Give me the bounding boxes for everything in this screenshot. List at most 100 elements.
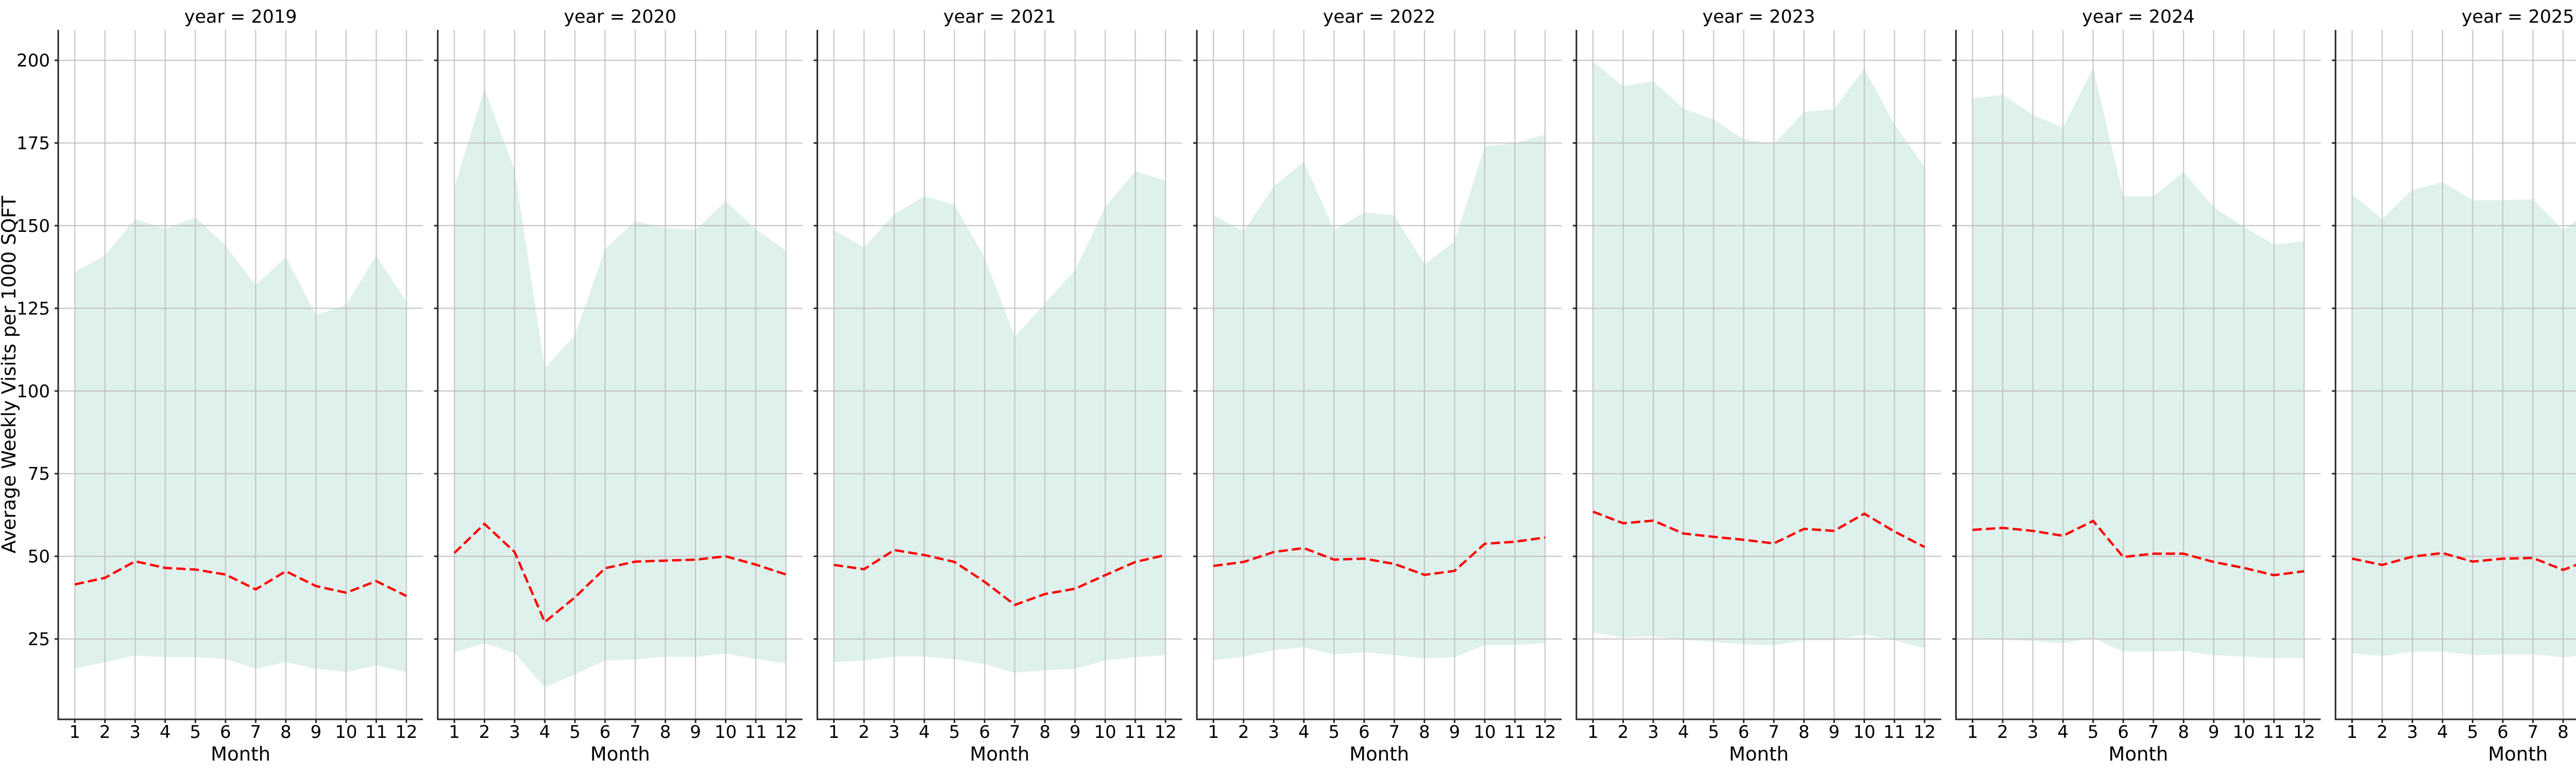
median-line: [453, 522, 787, 624]
x-tick-label: 7: [630, 722, 641, 743]
x-tick-label: 5: [190, 722, 201, 743]
x-tick-label: 12: [775, 722, 797, 743]
x-tick-label: 2: [479, 722, 490, 743]
x-tick-label: 1: [449, 722, 460, 743]
x-axis-label: Month: [590, 743, 650, 765]
x-tick-label: 7: [1768, 722, 1780, 743]
x-axis-label: Month: [2488, 743, 2548, 765]
x-tick-label: 9: [690, 722, 701, 743]
panel-title: year = 2019: [184, 7, 297, 27]
x-tick-label: 9: [1828, 722, 1840, 743]
x-tick-label: 8: [280, 722, 292, 743]
percentile-band: [1972, 68, 2304, 659]
percentile-band: [2352, 182, 2576, 658]
x-tick-label: 7: [250, 722, 261, 743]
x-tick-label: 1: [1587, 722, 1599, 743]
x-axis-label: Month: [211, 743, 270, 765]
panel-title: year = 2023: [1702, 7, 1815, 27]
x-tick-label: 3: [1648, 722, 1659, 743]
x-tick-label: 5: [2467, 722, 2479, 743]
x-tick-label: 2: [1238, 722, 1249, 743]
x-tick-label: 6: [1359, 722, 1370, 743]
x-tick-label: 10: [1853, 722, 1875, 743]
x-tick-label: 3: [509, 722, 520, 743]
x-tick-label: 2: [1997, 722, 2008, 743]
x-tick-label: 6: [2497, 722, 2509, 743]
x-tick-label: 3: [1268, 722, 1279, 743]
x-tick-label: 9: [1449, 722, 1461, 743]
x-tick-label: 9: [2208, 722, 2219, 743]
x-axis-label: Month: [1349, 743, 1409, 765]
x-tick-label: 7: [1389, 722, 1400, 743]
y-tick-label: 100: [16, 381, 50, 402]
grid: [1197, 30, 1562, 719]
x-tick-label: 6: [979, 722, 990, 743]
x-tick-label: 2: [2377, 722, 2388, 743]
x-tick-label: 3: [129, 722, 141, 743]
x-tick-label: 6: [2117, 722, 2129, 743]
x-tick-label: 11: [2263, 722, 2285, 743]
grid: [1956, 30, 2321, 719]
x-tick-label: 1: [828, 722, 840, 743]
x-tick-label: 2: [1618, 722, 1629, 743]
x-tick-label: 2: [858, 722, 870, 743]
x-tick-label: 11: [1124, 722, 1146, 743]
x-tick-label: 4: [160, 722, 171, 743]
median-line: [1592, 510, 1925, 548]
percentile-band: [454, 89, 786, 687]
x-tick-label: 1: [2347, 722, 2358, 743]
panel-title: year = 2021: [943, 7, 1056, 27]
x-tick-label: 1: [69, 722, 80, 743]
x-tick-label: 11: [1504, 722, 1526, 743]
x-tick-label: 1: [1967, 722, 1978, 743]
x-axis-label: Month: [1729, 743, 1789, 765]
x-tick-label: 12: [2293, 722, 2315, 743]
x-tick-label: 9: [1070, 722, 1081, 743]
x-tick-label: 7: [2528, 722, 2539, 743]
x-tick-label: 8: [2178, 722, 2189, 743]
median-line: [1213, 536, 1546, 576]
median-line: [834, 549, 1166, 606]
x-axis-label: Month: [2109, 743, 2168, 765]
median-line: [74, 560, 407, 597]
y-tick-label: 25: [28, 629, 50, 650]
x-tick-label: 10: [715, 722, 737, 743]
y-tick-label: 200: [16, 50, 50, 71]
x-tick-label: 10: [2233, 722, 2255, 743]
x-tick-label: 7: [1009, 722, 1021, 743]
x-tick-label: 4: [2057, 722, 2069, 743]
x-tick-label: 12: [1913, 722, 1936, 743]
percentile-band: [834, 171, 1166, 673]
x-tick-label: 8: [660, 722, 671, 743]
x-tick-label: 10: [1473, 722, 1496, 743]
x-tick-label: 10: [1094, 722, 1116, 743]
grid: [437, 30, 803, 719]
x-tick-label: 11: [365, 722, 387, 743]
x-tick-label: 7: [2148, 722, 2159, 743]
x-tick-label: 8: [1039, 722, 1050, 743]
x-tick-label: 6: [1738, 722, 1750, 743]
y-axis-label: Average Weekly Visits per 1000 SQFT: [0, 196, 20, 553]
x-tick-label: 4: [2437, 722, 2448, 743]
median-line: [2351, 551, 2576, 571]
x-tick-label: 3: [2027, 722, 2039, 743]
x-tick-label: 12: [1534, 722, 1556, 743]
x-axis-label: Month: [970, 743, 1029, 765]
x-tick-label: 6: [600, 722, 611, 743]
x-tick-label: 4: [919, 722, 930, 743]
x-tick-label: 12: [395, 722, 417, 743]
x-tick-label: 5: [569, 722, 581, 743]
y-tick-label: 150: [16, 216, 50, 237]
x-tick-label: 12: [1155, 722, 1177, 743]
x-tick-label: 11: [744, 722, 767, 743]
x-tick-label: 3: [889, 722, 900, 743]
x-tick-label: 11: [1883, 722, 1905, 743]
y-tick-label: 125: [16, 298, 50, 319]
